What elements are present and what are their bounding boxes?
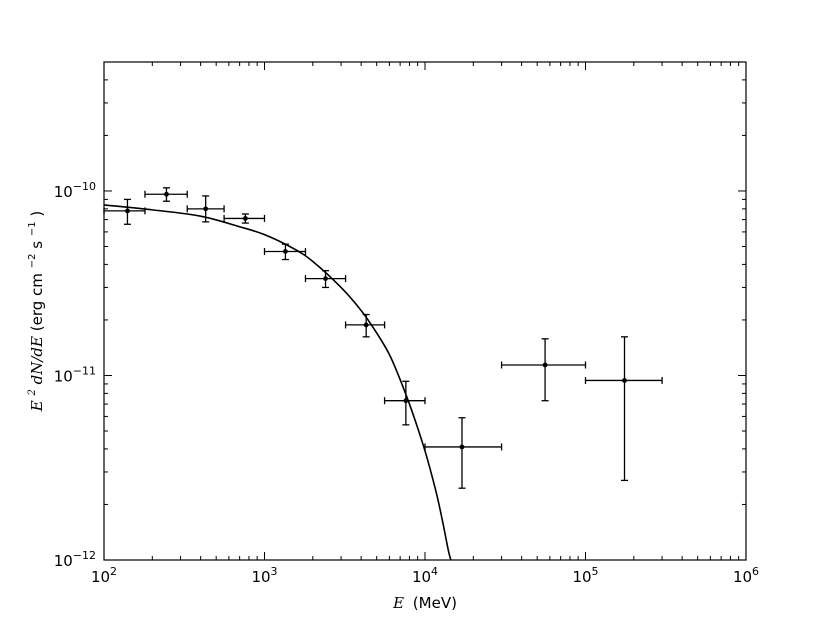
y-axis-label-rest: dN/dE bbox=[28, 336, 46, 384]
y-tick-label-exp: −10 bbox=[73, 180, 96, 193]
y-axis-label-unit-exp1: −2 bbox=[27, 254, 38, 269]
data-point-marker bbox=[283, 249, 288, 254]
x-tick-label-base: 10 bbox=[572, 568, 591, 586]
x-tick-label-base: 10 bbox=[91, 568, 110, 586]
y-axis-label: E 2 dN/dE (erg cm −2 s −1 ) bbox=[21, 211, 46, 412]
y-tick-label-base: 10 bbox=[54, 183, 73, 201]
data-point-marker bbox=[459, 444, 465, 450]
x-tick-label: 104 bbox=[412, 565, 438, 586]
x-axis-label-unit: (MeV) bbox=[413, 594, 457, 612]
y-axis-label-sup: 2 bbox=[27, 389, 38, 396]
data-point-marker bbox=[164, 191, 169, 197]
data-point bbox=[186, 195, 225, 223]
y-tick-label: 10−11 bbox=[54, 364, 96, 385]
data-point bbox=[383, 380, 426, 426]
data-point bbox=[304, 269, 347, 289]
data-point-marker bbox=[323, 276, 328, 282]
fit-curve-layer bbox=[103, 204, 452, 561]
data-point bbox=[424, 417, 503, 489]
y-tick-label: 10−10 bbox=[54, 180, 96, 201]
plot-frame bbox=[103, 61, 747, 561]
x-axis-label-symbol: E bbox=[392, 594, 404, 612]
y-tick-label: 10−12 bbox=[54, 549, 96, 570]
x-tick-label: 102 bbox=[91, 565, 117, 586]
y-axis-label-symbol: E bbox=[28, 400, 46, 412]
data-point-marker bbox=[403, 398, 409, 404]
y-tick-label-exp: −11 bbox=[73, 364, 96, 377]
x-tick-label-exp: 2 bbox=[110, 565, 117, 578]
x-tick-label-base: 10 bbox=[412, 568, 431, 586]
data-points-layer bbox=[103, 187, 663, 489]
x-tick-label-exp: 3 bbox=[271, 565, 278, 578]
y-axis-label-unit-exp2: −1 bbox=[27, 221, 38, 236]
y-tick-label-exp: −12 bbox=[73, 549, 96, 562]
data-point-marker bbox=[363, 322, 369, 328]
data-point bbox=[144, 187, 188, 202]
y-tick-label-base: 10 bbox=[54, 367, 73, 385]
data-point-marker bbox=[542, 362, 548, 368]
y-axis-label-unit-prefix: (erg cm bbox=[28, 273, 46, 331]
y-tick-label-base: 10 bbox=[54, 552, 73, 570]
data-point bbox=[263, 243, 307, 261]
data-point bbox=[500, 338, 587, 402]
data-point-marker bbox=[125, 208, 130, 214]
data-point-marker bbox=[622, 378, 627, 383]
data-point-marker bbox=[203, 206, 209, 212]
y-axis-label-unit-suffix: ) bbox=[28, 211, 46, 217]
x-tick-label-base: 10 bbox=[251, 568, 270, 586]
x-tick-label-exp: 4 bbox=[431, 565, 438, 578]
data-point bbox=[223, 213, 266, 224]
x-tick-label-exp: 6 bbox=[752, 565, 759, 578]
fit-curve-line bbox=[103, 204, 452, 561]
x-tick-label: 103 bbox=[251, 565, 277, 586]
x-axis-label: E (MeV) bbox=[392, 594, 457, 612]
x-tick-label: 106 bbox=[733, 565, 759, 586]
x-tick-label: 105 bbox=[572, 565, 598, 586]
data-point-marker bbox=[242, 216, 248, 221]
y-axis-label-unit-mid: s bbox=[28, 241, 46, 249]
x-tick-label-base: 10 bbox=[733, 568, 752, 586]
data-point bbox=[344, 313, 386, 338]
data-point bbox=[584, 336, 663, 482]
x-tick-label-exp: 5 bbox=[592, 565, 599, 578]
